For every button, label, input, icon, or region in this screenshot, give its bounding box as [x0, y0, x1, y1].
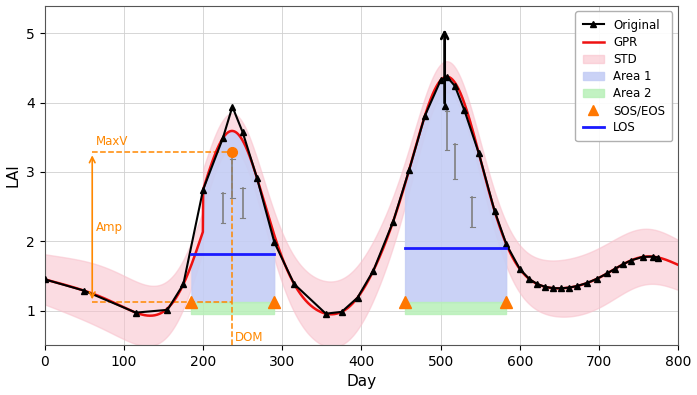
Original [353, 295, 362, 300]
Text: Amp: Amp [96, 221, 123, 234]
Original [557, 286, 565, 291]
Original [583, 280, 591, 285]
Original [603, 271, 611, 276]
Original [638, 254, 647, 259]
GPR [657, 256, 665, 260]
Line: SOS/EOS: SOS/EOS [185, 297, 512, 308]
Original [40, 277, 49, 282]
Original [649, 254, 657, 259]
GPR [656, 256, 664, 260]
GPR [332, 311, 340, 316]
Legend: Original, GPR, STD, Area 1, Area 2, SOS/EOS, LOS: Original, GPR, STD, Area 1, Area 2, SOS/… [576, 11, 673, 141]
Original [627, 258, 635, 263]
LOS [187, 251, 195, 256]
Original [460, 108, 468, 113]
Original [80, 288, 89, 293]
Original [179, 282, 187, 287]
Original [163, 307, 171, 312]
GPR [73, 286, 82, 291]
Original [436, 78, 445, 83]
Original [451, 84, 459, 88]
SOS/EOS [187, 300, 195, 305]
Original [654, 255, 663, 260]
Original [443, 74, 451, 79]
X-axis label: Day: Day [346, 374, 376, 389]
SOS/EOS [503, 300, 511, 305]
Original [337, 309, 346, 314]
Line: GPR: GPR [45, 77, 678, 316]
Original [573, 284, 581, 288]
GPR [40, 277, 49, 282]
Original [491, 209, 499, 213]
Original [238, 130, 247, 135]
Original [405, 168, 413, 173]
GPR [540, 284, 549, 289]
Original [619, 262, 627, 267]
Original [593, 276, 602, 281]
Original [533, 282, 542, 286]
Text: DOM: DOM [235, 331, 263, 344]
Original [219, 136, 227, 141]
Original [526, 277, 534, 282]
Y-axis label: LAI: LAI [6, 164, 20, 187]
Original [389, 219, 397, 224]
Line: Original: Original [42, 73, 661, 317]
Original [565, 285, 573, 290]
Original [541, 284, 549, 289]
Original [199, 187, 207, 192]
Original [516, 267, 524, 271]
Original [421, 113, 429, 118]
GPR [674, 263, 682, 267]
Original [253, 175, 261, 180]
Original [549, 286, 558, 290]
GPR [349, 301, 358, 305]
Original [228, 104, 236, 109]
Original [290, 282, 298, 286]
GPR [443, 74, 451, 79]
Text: MaxV: MaxV [95, 135, 128, 149]
Original [369, 268, 378, 273]
Original [270, 240, 279, 245]
Original [503, 242, 511, 247]
SOS/EOS [401, 300, 409, 305]
Original [321, 311, 330, 316]
Original [475, 150, 483, 155]
Original [132, 310, 140, 315]
SOS/EOS [270, 300, 279, 305]
LOS [270, 251, 279, 256]
GPR [146, 313, 155, 318]
Original [611, 267, 619, 271]
